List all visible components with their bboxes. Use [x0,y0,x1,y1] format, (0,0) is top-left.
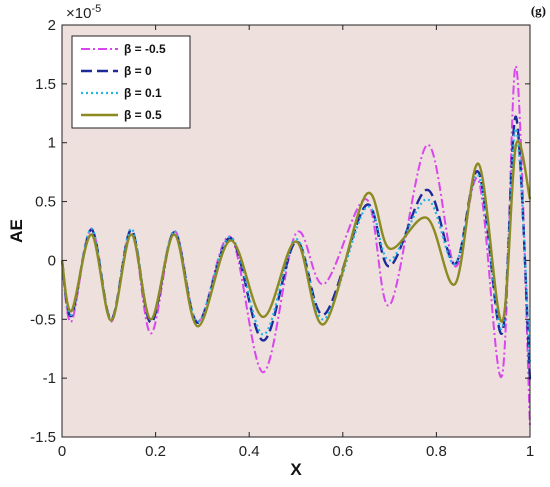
legend-entry: β = 0 [124,64,152,78]
y-tick-label: -1.5 [30,429,56,446]
x-axis: 0 0.2 0.4 0.6 0.8 1 [58,25,534,460]
panel-label: (g) [531,3,546,18]
plot-frame [61,24,531,438]
legend-entry: β = 0.5 [124,108,162,122]
legend-entry: β = -0.5 [124,42,166,56]
y-tick-label: 0.5 [35,194,56,211]
legend-entry: β = 0.1 [124,86,162,100]
series-layer [60,65,532,428]
x-tick-label: 0.6 [332,443,353,460]
y-axis-multiplier-exponent: -5 [91,3,101,15]
y-axis-multiplier-base: ×10 [66,5,91,22]
y-tick-label: 1.5 [35,76,56,93]
x-axis-label: X [290,460,302,479]
legend: β = -0.5 β = 0 β = 0.1 β = 0.5 [71,35,191,129]
x-tick-label: 1 [526,443,534,460]
y-tick-label: -0.5 [30,311,56,328]
y-tick-label: 1 [48,135,56,152]
series-line-2 [60,127,532,365]
y-axis-multiplier: ×10-5 [66,3,101,22]
legend-box [71,35,191,129]
y-tick-label: 0 [48,252,56,269]
x-tick-label: 0.4 [239,443,260,460]
x-tick-label: 0.8 [426,443,447,460]
y-axis-label: AE [7,219,26,243]
y-axis: -1.5 -1 -0.5 0 0.5 1 1.5 2 [30,17,530,446]
series-line-3 [60,140,532,328]
y-tick-label: 2 [48,17,56,34]
y-tick-label: -1 [43,370,56,387]
x-tick-label: 0.2 [145,443,166,460]
x-tick-label: 0 [58,443,66,460]
